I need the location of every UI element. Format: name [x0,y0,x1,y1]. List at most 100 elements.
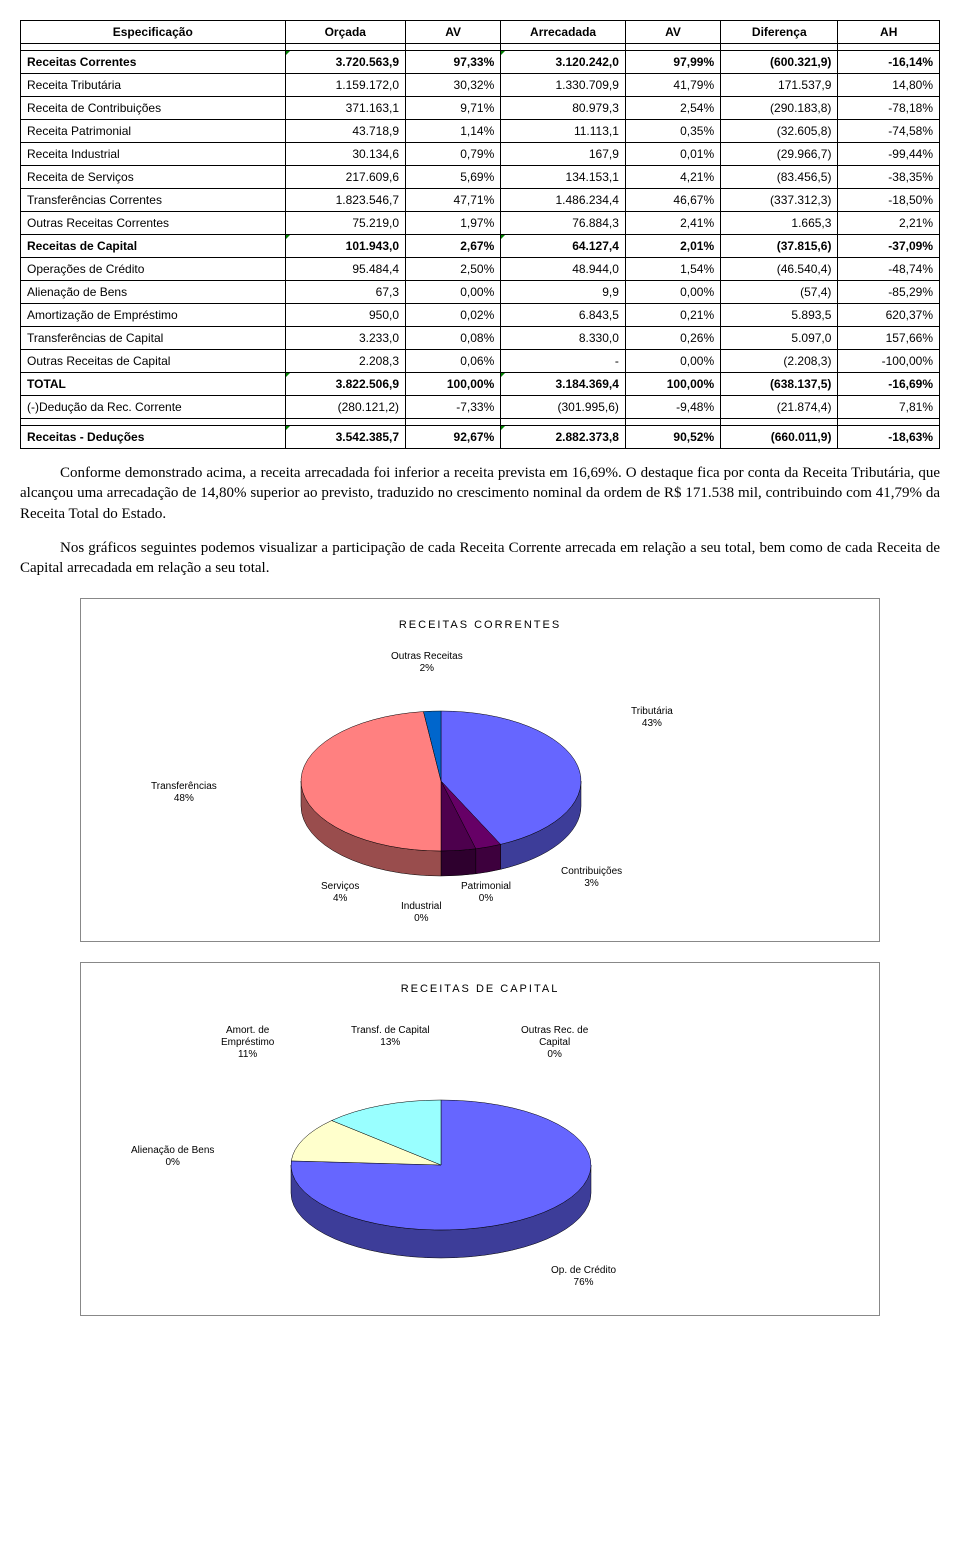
row-label: TOTAL [21,373,286,396]
row-value: 950,0 [285,304,406,327]
row-value: 371.163,1 [285,97,406,120]
table-row: Transferências Correntes1.823.546,747,71… [21,189,940,212]
row-value: -16,14% [838,51,940,74]
row-value: 6.843,5 [501,304,626,327]
row-value: 48.944,0 [501,258,626,281]
row-value: - [501,350,626,373]
row-value: 2.882.373,8 [501,426,626,449]
col-header: Diferença [721,21,838,44]
row-value: 5.893,5 [721,304,838,327]
row-value: 217.609,6 [285,166,406,189]
row-value: (638.137,5) [721,373,838,396]
row-value: 0,35% [625,120,720,143]
row-value: 2,50% [406,258,501,281]
pie-label: Outras Rec. deCapital0% [521,1025,588,1061]
table-row: (-)Dedução da Rec. Corrente(280.121,2)-7… [21,396,940,419]
row-label: Receita Patrimonial [21,120,286,143]
row-value: -18,63% [838,426,940,449]
row-label: Transferências Correntes [21,189,286,212]
table-row: TOTAL3.822.506,9100,00%3.184.369,4100,00… [21,373,940,396]
col-header: Orçada [285,21,406,44]
table-row: Receita Tributária1.159.172,030,32%1.330… [21,74,940,97]
chart-receitas-correntes: RECEITAS CORRENTES Outras Receitas2%Trib… [80,598,880,942]
row-label: Outras Receitas de Capital [21,350,286,373]
pie-label: Contribuições3% [561,866,622,890]
row-value: 134.153,1 [501,166,626,189]
row-value: 1.486.234,4 [501,189,626,212]
paragraph-2: Nos gráficos seguintes podemos visualiza… [20,538,940,579]
row-label: Receitas de Capital [21,235,286,258]
row-label: Amortização de Empréstimo [21,304,286,327]
row-value: 64.127,4 [501,235,626,258]
row-value: 3.120.242,0 [501,51,626,74]
row-value: (83.456,5) [721,166,838,189]
row-value: 7,81% [838,396,940,419]
row-value: (21.874,4) [721,396,838,419]
row-value: 0,00% [625,350,720,373]
chart1-title: RECEITAS CORRENTES [91,619,869,631]
row-value: 167,9 [501,143,626,166]
pie-label: Serviços4% [321,881,359,905]
table-row: Outras Receitas Correntes75.219,01,97%76… [21,212,940,235]
pie-label: Industrial0% [401,901,442,925]
row-value: 1,14% [406,120,501,143]
row-value: (660.011,9) [721,426,838,449]
row-value: 3.822.506,9 [285,373,406,396]
row-value: 30,32% [406,74,501,97]
row-label: Operações de Crédito [21,258,286,281]
col-header: Arrecadada [501,21,626,44]
row-value: 0,26% [625,327,720,350]
row-value: 620,37% [838,304,940,327]
row-value: 1.823.546,7 [285,189,406,212]
table-row: Receita de Serviços217.609,65,69%134.153… [21,166,940,189]
table-row: Receitas Correntes3.720.563,997,33%3.120… [21,51,940,74]
col-header: AH [838,21,940,44]
row-value: 5,69% [406,166,501,189]
row-label: Receitas Correntes [21,51,286,74]
row-value: 2,21% [838,212,940,235]
col-header: AV [625,21,720,44]
row-value: 14,80% [838,74,940,97]
row-value: 0,08% [406,327,501,350]
row-value: 171.537,9 [721,74,838,97]
pie-label: Amort. deEmpréstimo11% [221,1025,274,1061]
row-label: Receita de Serviços [21,166,286,189]
row-value: 1.665,3 [721,212,838,235]
row-value: 0,79% [406,143,501,166]
row-label: Receita de Contribuições [21,97,286,120]
row-value: -38,35% [838,166,940,189]
table-row: Receitas de Capital101.943,02,67%64.127,… [21,235,940,258]
table-row: Outras Receitas de Capital2.208,30,06%-0… [21,350,940,373]
row-value: 0,06% [406,350,501,373]
row-value: -16,69% [838,373,940,396]
row-value: -100,00% [838,350,940,373]
row-value: 4,21% [625,166,720,189]
row-value: 95.484,4 [285,258,406,281]
row-value: (32.605,8) [721,120,838,143]
row-value: 2.208,3 [285,350,406,373]
row-label: Transferências de Capital [21,327,286,350]
row-value: 80.979,3 [501,97,626,120]
row-label: Alienação de Bens [21,281,286,304]
table-row: Receitas - Deduções3.542.385,792,67%2.88… [21,426,940,449]
table-row: Receita Patrimonial43.718,91,14%11.113,1… [21,120,940,143]
row-value: 2,01% [625,235,720,258]
row-value: -37,09% [838,235,940,258]
pie-label: Patrimonial0% [461,881,511,905]
row-value: (29.966,7) [721,143,838,166]
row-value: (57,4) [721,281,838,304]
row-value: (337.312,3) [721,189,838,212]
chart2-title: RECEITAS DE CAPITAL [91,983,869,995]
row-value: -85,29% [838,281,940,304]
table-row: Alienação de Bens67,30,00%9,90,00%(57,4)… [21,281,940,304]
row-value: -9,48% [625,396,720,419]
col-header: Especificação [21,21,286,44]
row-value: 92,67% [406,426,501,449]
row-value: 76.884,3 [501,212,626,235]
row-value: 41,79% [625,74,720,97]
pie-label: Outras Receitas2% [391,651,463,675]
row-value: (600.321,9) [721,51,838,74]
row-label: Outras Receitas Correntes [21,212,286,235]
row-value: 0,00% [625,281,720,304]
row-value: 1,97% [406,212,501,235]
